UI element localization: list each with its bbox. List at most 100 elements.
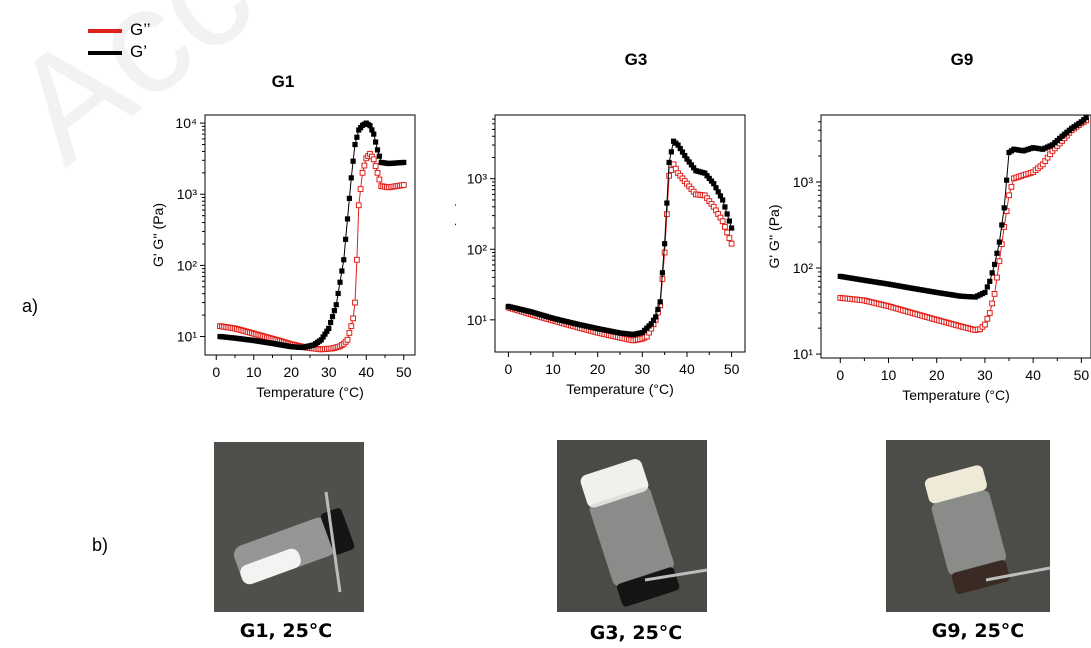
data-point-g-double-prime [991,291,998,297]
data-point-g-prime [722,204,728,210]
data-point-g-prime [326,325,332,332]
data-point-g-prime [339,268,345,274]
caption-g9: G9, 25°C [931,620,1025,642]
data-point-g-prime [989,270,995,276]
data-point-g-prime [717,193,724,199]
data-point-g-prime [996,239,1002,245]
data-point-g-prime [994,250,1000,256]
data-point-g-double-prime [361,162,368,169]
data-point-g-prime [348,175,354,181]
y-tick-label: 10² [177,257,198,273]
data-point-g-prime [367,123,373,129]
y-tick-label: 10² [467,241,488,257]
series-line-g-double-prime [219,152,404,350]
caption-g3: G3, 25°C [589,622,683,644]
chart-title-g1: G1 [271,72,295,91]
data-point-g-prime [657,299,663,305]
data-point-g-prime [343,236,349,242]
caption-g1: G1, 25°C [239,620,333,642]
data-point-g-prime [704,173,710,179]
data-point-g-prime [715,189,721,195]
x-tick-label: 50 [724,361,740,377]
data-point-g-double-prime [663,211,670,218]
plot-frame [204,114,416,356]
x-tick-label: 0 [504,361,512,377]
legend-label-g-prime: G’ [130,42,147,61]
data-point-g-prime [322,331,328,337]
data-point-g-prime [376,153,382,159]
x-tick-label: 20 [929,367,945,383]
data-point-g-prime [344,216,351,222]
x-tick-label: 30 [635,361,651,377]
data-point-g-prime [346,195,352,201]
data-point-g-double-prime [357,186,364,192]
data-point-g-prime [677,145,683,152]
data-point-g-prime [374,147,381,153]
data-point-g-double-prime [984,315,991,322]
data-point-g-double-prime [661,249,668,256]
data-point-g-prime [720,197,726,203]
data-point-g-double-prime [352,299,358,306]
data-point-g-prime [675,142,681,148]
data-point-g-double-prime [986,310,993,316]
chart-g1: 0 10 20 30 40 50 10¹ 10² 10³ 10⁴ Temperature (°C) G… [150,114,416,400]
data-point-g-prime [729,225,735,231]
data-point-g-prime [679,149,686,155]
data-point-g-prime [341,257,347,263]
vial-photo-g3 [557,440,707,612]
data-point-g-prime [724,211,730,217]
chart-title-g3: G3 [624,50,648,69]
data-point-g-prime [655,306,661,312]
data-point-g-double-prime [1006,192,1012,199]
data-point-g-prime [350,158,356,164]
x-tick-label: 20 [283,364,299,380]
plot-frame [820,114,1091,359]
data-point-g-prime [320,334,326,340]
data-point-g-prime [708,178,715,184]
x-tick-label: 10 [246,364,262,380]
data-point-g-prime [401,159,407,166]
legend: G’’ G’ [86,20,206,64]
x-tick-label: 30 [321,364,337,380]
data-point-g-prime [684,156,690,162]
data-point-g-prime [682,152,688,159]
chart-g3: 0 10 20 30 40 50 10¹ 10² 10³ Temperature (°C) G' G… [455,114,746,397]
y-tick-label: 10¹ [177,329,198,345]
data-point-g-double-prime [666,172,673,179]
data-point-g-prime [999,222,1005,228]
data-point-g-prime [706,175,712,182]
data-point-g-double-prime [722,223,728,230]
y-tick-label: 10⁴ [175,115,197,131]
data-point-g-prime [335,290,341,297]
data-point-g-double-prime [359,169,366,176]
data-point-g-double-prime [996,258,1003,265]
x-tick-label: 30 [977,367,993,383]
data-point-g-prime [713,185,719,191]
legend-label-g-double-prime: G’’ [130,20,151,39]
data-point-g-double-prime [989,300,996,307]
x-tick-label: 40 [358,364,374,380]
y-tick-label: 10³ [467,171,488,187]
data-point-g-double-prime [353,256,360,263]
legend-swatch-g-double-prime [88,29,122,33]
data-point-g-prime [1001,205,1007,211]
data-point-g-prime [328,319,334,326]
legend-swatch-g-prime [88,51,122,55]
y-axis-label: G' G'' (Pa) [766,204,782,268]
data-point-g-prime [333,302,339,308]
x-tick-label: 0 [212,364,220,380]
data-point-g-double-prime [344,336,351,343]
legend-item-g-prime: G’ [86,42,206,64]
data-point-g-double-prime [348,323,355,330]
data-point-g-prime [726,218,732,224]
data-point-g-prime [662,241,668,247]
data-point-g-prime [329,313,336,320]
data-point-g-prime [702,170,708,176]
x-tick-label: 10 [545,361,561,377]
x-axis-label: Temperature (°C) [256,384,364,400]
data-point-g-prime [650,317,657,323]
data-point-g-prime [373,139,379,145]
data-point-g-prime [664,200,670,206]
data-point-g-prime [987,278,993,284]
x-tick-label: 10 [881,367,897,383]
